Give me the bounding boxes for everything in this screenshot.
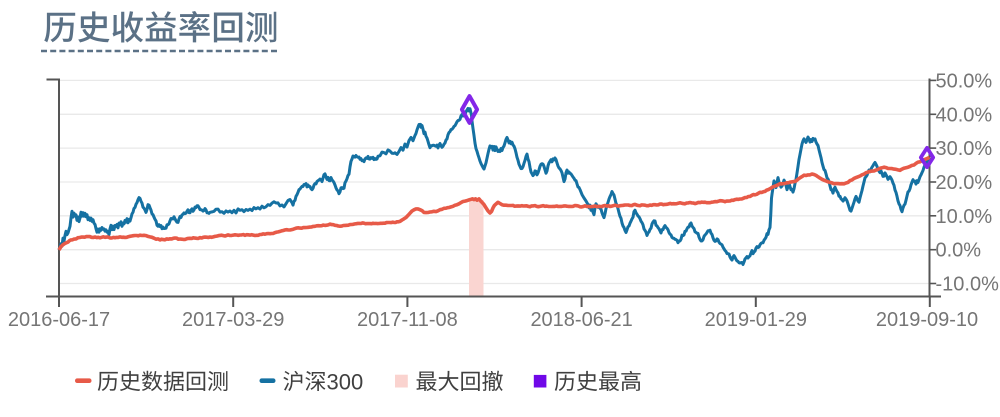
svg-text:2016-06-17: 2016-06-17 bbox=[8, 309, 110, 331]
svg-text:0.0%: 0.0% bbox=[936, 240, 982, 262]
svg-text:10.0%: 10.0% bbox=[936, 206, 993, 228]
svg-text:2019-01-29: 2019-01-29 bbox=[705, 309, 807, 331]
svg-text:300: 300 bbox=[327, 369, 364, 394]
svg-text:30.0%: 30.0% bbox=[936, 138, 993, 160]
svg-text:-10.0%: -10.0% bbox=[936, 274, 1000, 296]
svg-text:2017-11-08: 2017-11-08 bbox=[357, 309, 458, 331]
svg-text:2017-03-29: 2017-03-29 bbox=[182, 309, 284, 331]
svg-text:2019-09-10: 2019-09-10 bbox=[876, 309, 978, 331]
svg-text:20.0%: 20.0% bbox=[936, 172, 993, 194]
svg-text:50.0%: 50.0% bbox=[936, 70, 993, 92]
svg-text:40.0%: 40.0% bbox=[936, 104, 993, 126]
svg-text:2018-06-21: 2018-06-21 bbox=[530, 309, 632, 331]
